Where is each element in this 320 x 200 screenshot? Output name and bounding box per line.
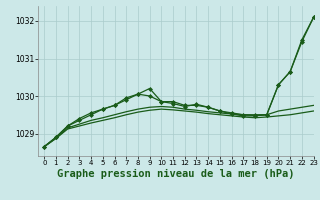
X-axis label: Graphe pression niveau de la mer (hPa): Graphe pression niveau de la mer (hPa): [57, 169, 295, 179]
